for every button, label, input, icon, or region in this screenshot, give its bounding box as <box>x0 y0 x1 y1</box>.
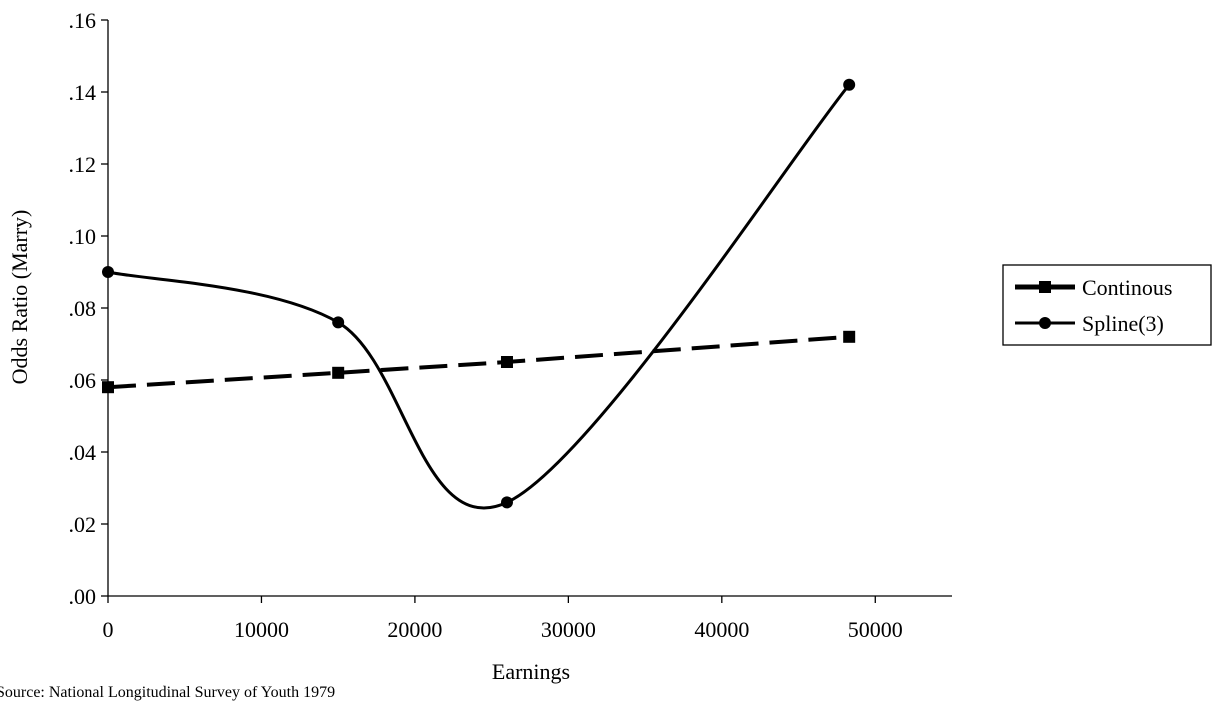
x-tick-label: 40000 <box>694 617 749 642</box>
y-tick-label: .10 <box>69 224 97 249</box>
data-point-spline-3 <box>843 78 856 91</box>
axes: .00 .02 .04 .06 .08 .10 .12 .14 .16 0 10000 20000 30… <box>69 8 952 642</box>
y-tick-label: .04 <box>69 440 97 465</box>
data-point-continous <box>332 366 345 379</box>
y-tick-label: .14 <box>69 80 97 105</box>
data-point-spline-3 <box>102 266 114 278</box>
legend-box <box>1002 264 1212 346</box>
y-tick-label: .08 <box>69 296 97 321</box>
series-line-spline-3 <box>107 83 851 510</box>
legend-continous-marker <box>1039 281 1051 293</box>
legend: Continous Spline(3) <box>1002 264 1212 346</box>
x-tick-label: 30000 <box>541 617 596 642</box>
series-layer <box>102 78 856 510</box>
y-tick-label: .06 <box>69 368 97 393</box>
y-tick-label: .02 <box>69 512 97 537</box>
y-tick-label: .12 <box>69 152 97 177</box>
x-tick-label: 0 <box>103 617 114 642</box>
source-note: Source: National Longitudinal Survey of … <box>0 684 336 701</box>
data-point-continous <box>843 330 856 343</box>
legend-spline-label: Spline(3) <box>1082 311 1164 336</box>
data-point-spline-3 <box>332 316 345 329</box>
series-line-continous <box>107 334 850 390</box>
y-axis-title: Odds Ratio (Marry) <box>7 210 32 385</box>
y-tick-label: .00 <box>69 584 97 609</box>
data-point-continous <box>500 356 513 368</box>
x-tick-label: 20000 <box>387 617 442 642</box>
x-axis-title: Earnings <box>492 659 570 684</box>
x-tick-label: 10000 <box>234 617 289 642</box>
x-tick-label: 50000 <box>848 617 903 642</box>
y-tick-label: .16 <box>69 8 97 33</box>
data-point-spline-3 <box>500 496 513 509</box>
legend-spline-marker <box>1039 317 1051 329</box>
data-point-continous <box>102 381 114 394</box>
legend-continous-label: Continous <box>1082 275 1172 300</box>
